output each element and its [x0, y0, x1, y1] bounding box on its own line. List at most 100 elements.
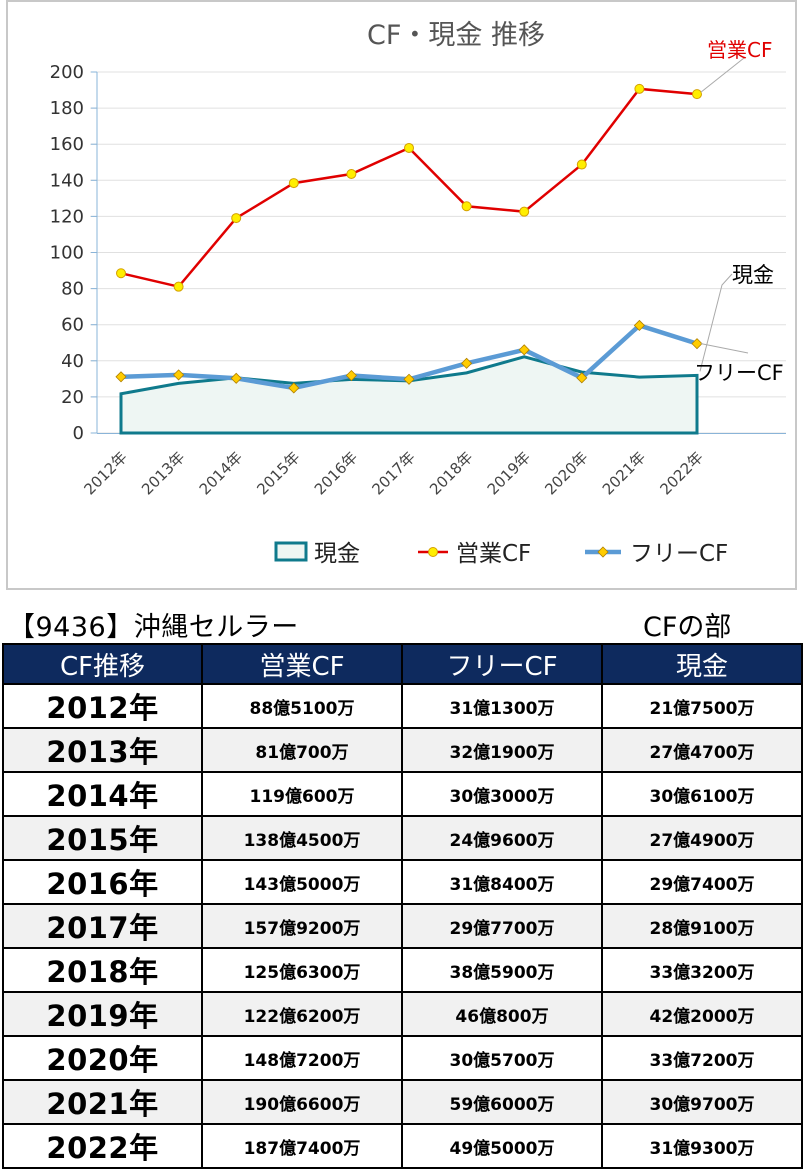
legend-label-free-cf: フリーCF [630, 541, 728, 567]
cf-table: CF推移 営業CF フリーCF 現金 2012年 88億5100万 31億1300万… [2, 643, 803, 1169]
series-operating-cf-point [288, 178, 299, 189]
series-operating-cf-point [173, 281, 184, 292]
legend-swatch-cash [274, 541, 308, 562]
table-row: 2014年 119億600万 30億3000万 30億6100万 [2, 771, 803, 817]
series-free-cf-point [115, 371, 127, 383]
x-tick-label: 2013年 [138, 448, 188, 498]
free-cf-cell: 31億8400万 [401, 859, 603, 905]
table-body: 2012年 88億5100万 31億1300万 21億7500万 2013年 81億700… [2, 683, 803, 1169]
series-free-cf-point [518, 344, 530, 356]
y-tick-label: 0 [73, 423, 84, 444]
x-tick-label: 2022年 [656, 448, 706, 498]
free-cf-cell: 31億1300万 [401, 683, 603, 729]
free-cf-cell: 30億5700万 [401, 1035, 603, 1081]
cash-cell: 27億4700万 [601, 727, 803, 773]
y-tick-label: 80 [61, 279, 84, 300]
table-row: 2013年 81億700万 32億1900万 27億4700万 [2, 727, 803, 773]
year-cell: 2012年 [2, 683, 203, 729]
y-tick-label: 100 [50, 243, 84, 264]
year-cell: 2013年 [2, 727, 203, 773]
free-cf-cell: 46億800万 [401, 991, 603, 1037]
x-tick-label: 2017年 [368, 448, 418, 498]
table-row: 2021年 190億6600万 59億6000万 30億9700万 [2, 1079, 803, 1125]
y-tick-label: 160 [50, 134, 84, 155]
series-free-cf-point [403, 373, 415, 385]
series-cash-area [119, 355, 699, 435]
year-cell: 2017年 [2, 903, 203, 949]
series-operating-cf-point [346, 168, 357, 179]
x-tick-label: 2016年 [311, 448, 361, 498]
cash-cell: 31億9300万 [601, 1123, 803, 1169]
table-row: 2022年 187億7400万 49億5000万 31億9300万 [2, 1123, 803, 1169]
annotation-cash: 現金 [732, 263, 774, 287]
series-operating-cf-point [634, 83, 645, 94]
series-free-cf-point [345, 369, 357, 382]
x-tick-label: 2012年 [80, 448, 130, 498]
table-row: 2017年 157億9200万 29億7700万 28億9100万 [2, 903, 803, 949]
operating-cf-cell: 81億700万 [201, 727, 403, 773]
operating-cf-cell: 119億600万 [201, 771, 403, 817]
series-free-cf-point [173, 369, 185, 381]
table-row: 2019年 122億6200万 46億800万 42億2000万 [2, 991, 803, 1037]
y-tick-label: 20 [61, 387, 84, 408]
series-operating-cf-point [231, 213, 242, 224]
series-free-cf-point [461, 357, 473, 369]
chart-frame: CF・現金 推移 0 20 40 60 80 100 120 140 160 180 200 2012年… [6, 0, 797, 590]
cash-cell: 33億7200万 [601, 1035, 803, 1081]
legend-label-cash: 現金 [314, 541, 360, 567]
cash-cell: 30億9700万 [601, 1079, 803, 1125]
operating-cf-cell: 190億6600万 [201, 1079, 403, 1125]
annotation-operating-cf: 営業CF [707, 38, 772, 62]
legend-label-operating-cf: 営業CF [456, 541, 531, 567]
x-tick-label: 2021年 [599, 448, 649, 498]
free-cf-cell: 32億1900万 [401, 727, 603, 773]
year-cell: 2021年 [2, 1079, 203, 1125]
cash-cell: 33億3200万 [601, 947, 803, 993]
annotation-leader-operating-cf [700, 57, 745, 93]
cf-line-chart: CF・現金 推移 0 20 40 60 80 100 120 140 160 180 200 2012年… [50, 20, 786, 567]
section-title: CFの部 [643, 612, 732, 643]
free-cf-cell: 29億7700万 [401, 903, 603, 949]
year-cell: 2014年 [2, 771, 203, 817]
cash-cell: 21億7500万 [601, 683, 803, 729]
chart-title: CF・現金 推移 [367, 20, 545, 51]
annotation-leader-cash [699, 273, 733, 372]
operating-cf-cell: 143億5000万 [201, 859, 403, 905]
series-operating-cf-point [576, 159, 587, 170]
y-tick-label: 120 [50, 206, 84, 227]
cash-cell: 28億9100万 [601, 903, 803, 949]
operating-cf-cell: 125億6300万 [201, 947, 403, 993]
y-tick-label: 40 [61, 351, 84, 372]
x-tick-label: 2019年 [484, 448, 534, 498]
free-cf-cell: 38億5900万 [401, 947, 603, 993]
legend-marker-operating-cf [428, 547, 438, 557]
x-tick-label: 2020年 [541, 448, 591, 498]
cash-cell: 30億6100万 [601, 771, 803, 817]
series-operating-cf-point [519, 206, 530, 217]
year-cell: 2019年 [2, 991, 203, 1037]
series-operating-cf-point [404, 142, 414, 153]
cash-cell: 42億2000万 [601, 991, 803, 1037]
table-row: 2015年 138億4500万 24億9600万 27億4900万 [2, 815, 803, 861]
year-cell: 2016年 [2, 859, 203, 905]
company-title: 【9436】沖縄セルラー [8, 612, 299, 643]
series-free-cf-point [230, 372, 242, 384]
x-tick-label: 2018年 [426, 448, 476, 498]
operating-cf-cell: 88億5100万 [201, 683, 403, 729]
column-header-label: CF推移 [2, 643, 203, 685]
year-cell: 2022年 [2, 1123, 203, 1169]
operating-cf-cell: 122億6200万 [201, 991, 403, 1037]
column-header-free-cf: フリーCF [401, 643, 603, 685]
operating-cf-cell: 157億9200万 [201, 903, 403, 949]
table-row: 2012年 88億5100万 31億1300万 21億7500万 [2, 683, 803, 729]
series-free-cf-point [288, 382, 300, 394]
series-operating-cf-line [120, 87, 698, 289]
table-header-row: CF推移 営業CF フリーCF 現金 [2, 643, 803, 685]
legend-marker-free-cf [597, 546, 609, 558]
cash-cell: 27億4900万 [601, 815, 803, 861]
operating-cf-cell: 187億7400万 [201, 1123, 403, 1169]
y-tick-label: 180 [50, 98, 84, 119]
series-free-cf-point [576, 372, 588, 384]
operating-cf-cell: 148億7200万 [201, 1035, 403, 1081]
year-cell: 2015年 [2, 815, 203, 861]
